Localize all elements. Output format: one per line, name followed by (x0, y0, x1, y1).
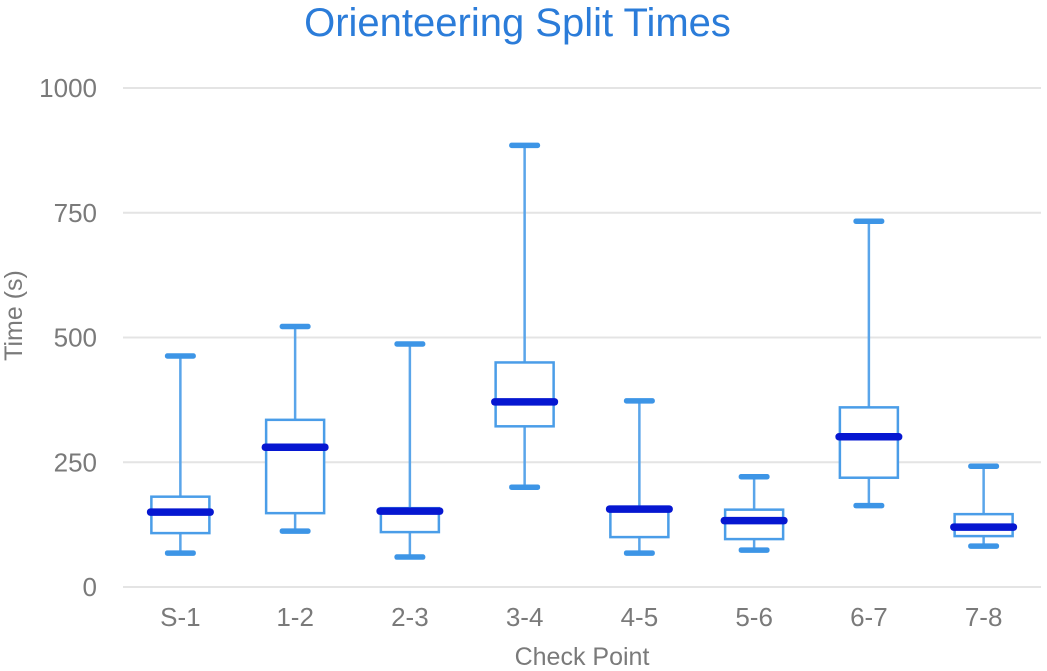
iqr-box (838, 406, 900, 479)
iqr-box (264, 418, 326, 515)
median-bar (376, 507, 444, 515)
whisker-min-cap (623, 550, 655, 556)
y-tick-label-0: 0 (83, 572, 97, 602)
x-tick-label-2-3: 2-3 (391, 602, 429, 632)
whisker-max-cap (968, 463, 1000, 469)
x-tick-label-5-6: 5-6 (735, 602, 773, 632)
whisker-min-cap (279, 528, 311, 534)
y-tick-label-250: 250 (54, 447, 97, 477)
x-tick-label-7-8: 7-8 (965, 602, 1003, 632)
median-bar (146, 508, 214, 516)
median-bar (491, 398, 559, 406)
x-tick-label-4-5: 4-5 (621, 602, 659, 632)
y-axis-title: Time (s) (0, 270, 28, 361)
whisker-max-cap (164, 353, 196, 359)
x-tick-label-6-7: 6-7 (850, 602, 888, 632)
median-bar (950, 523, 1018, 531)
x-tick-label-S-1: S-1 (160, 602, 200, 632)
whisker-max-cap (279, 323, 311, 330)
boxplot-7-8 (950, 463, 1018, 549)
whisker-max-cap (509, 142, 541, 149)
whisker-min-cap (164, 550, 196, 556)
x-axis-title: Check Point (515, 643, 650, 671)
boxplot-3-4 (491, 142, 559, 490)
x-tick-label-1-2: 1-2 (276, 602, 314, 632)
whisker-max-cap (623, 398, 655, 404)
whisker-min-cap (509, 484, 541, 490)
boxplot-4-5 (605, 398, 673, 556)
whisker-min-cap (968, 543, 1000, 549)
boxplot-S-1 (146, 353, 214, 556)
median-bar (261, 443, 329, 452)
median-bar (720, 516, 788, 525)
y-tick-label-1000: 1000 (39, 73, 97, 103)
boxplot-2-3 (376, 341, 444, 560)
whisker-min-cap (394, 554, 426, 560)
boxplot-5-6 (720, 473, 788, 553)
whisker-max-cap (738, 473, 770, 480)
y-tick-label-750: 750 (54, 198, 97, 228)
chart-title: Orienteering Split Times (304, 1, 731, 45)
whisker-min-cap (738, 547, 770, 553)
iqr-box (494, 361, 555, 428)
median-bar (835, 433, 903, 441)
whisker-max-cap (394, 341, 426, 347)
boxplot-1-2 (261, 323, 329, 534)
median-bar (605, 505, 673, 513)
whisker-max-cap (853, 218, 885, 224)
x-tick-label-3-4: 3-4 (506, 602, 544, 632)
whisker-min-cap (853, 502, 885, 509)
boxplot-6-7 (835, 218, 903, 509)
y-tick-label-500: 500 (54, 323, 97, 353)
